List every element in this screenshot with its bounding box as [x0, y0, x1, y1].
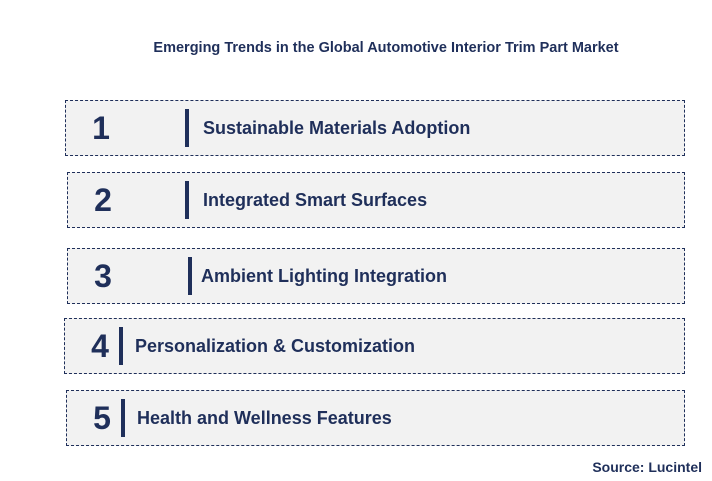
- trend-number: 1: [92, 109, 110, 146]
- trend-item-5: 5 Health and Wellness Features: [66, 390, 685, 446]
- source-note: Source: Lucintel: [592, 459, 702, 475]
- trend-number: 2: [94, 181, 112, 218]
- trend-label: Personalization & Customization: [135, 335, 416, 356]
- trend-label: Sustainable Materials Adoption: [203, 117, 471, 138]
- trend-label: Ambient Lighting Integration: [201, 265, 447, 286]
- trend-divider: [121, 399, 125, 437]
- trend-item-3: 3 Ambient Lighting Integration: [67, 248, 685, 304]
- trend-divider: [119, 327, 123, 365]
- trend-label: Integrated Smart Surfaces: [203, 189, 428, 210]
- trend-item-2: 2 Integrated Smart Surfaces: [67, 172, 685, 228]
- trend-number: 5: [93, 399, 111, 436]
- trend-divider: [185, 181, 189, 219]
- trend-number: 4: [91, 327, 109, 364]
- trend-divider: [188, 257, 192, 295]
- trend-divider: [185, 109, 189, 147]
- trend-item-1: 1 Sustainable Materials Adoption: [65, 100, 685, 156]
- diagram-title: Emerging Trends in the Global Automotive…: [153, 40, 619, 56]
- trend-item-4: 4 Personalization & Customization: [64, 318, 685, 374]
- trend-number: 3: [94, 257, 112, 294]
- trend-label: Health and Wellness Features: [137, 407, 392, 428]
